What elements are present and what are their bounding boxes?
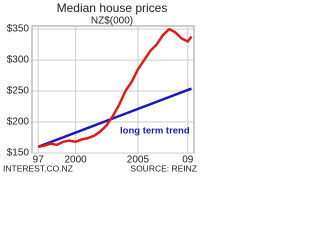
x-tick-label: 09	[182, 155, 194, 166]
y-tick-label: $150	[7, 148, 30, 159]
y-tick-label: $350	[7, 24, 30, 35]
chart: Median house prices NZ$(000) INTEREST.CO…	[0, 0, 200, 175]
y-tick-label: $200	[7, 117, 30, 128]
line	[37, 27, 193, 149]
legend-label: long term trend	[120, 126, 190, 137]
chart-subtitle: NZ$(000)	[91, 16, 133, 27]
y-tick-label: $300	[7, 55, 30, 66]
footer-left: INTEREST.CO.NZ	[3, 163, 73, 173]
line	[37, 87, 192, 148]
chart-title: Median house prices	[57, 1, 168, 15]
x-tick-label: 2000	[64, 155, 87, 166]
x-tick-label: 97	[33, 155, 45, 166]
plot-area	[31, 25, 195, 154]
y-tick-label: $250	[7, 86, 30, 97]
footer-right: SOURCE: REINZ	[130, 163, 197, 173]
x-tick-label: 2005	[127, 155, 150, 166]
